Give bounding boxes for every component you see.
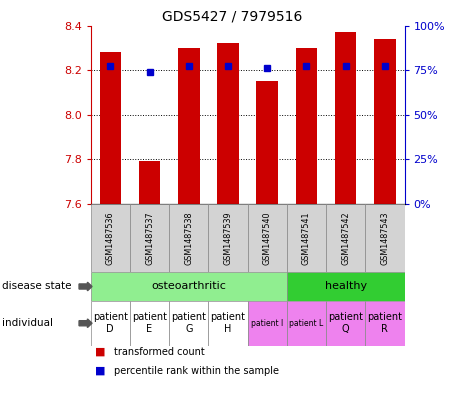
Bar xyxy=(326,301,365,346)
Text: GSM1487542: GSM1487542 xyxy=(341,211,350,265)
Text: GSM1487536: GSM1487536 xyxy=(106,211,115,265)
Text: GSM1487538: GSM1487538 xyxy=(184,211,193,265)
Bar xyxy=(91,272,287,301)
Text: ■: ■ xyxy=(95,347,106,357)
Text: patient
H: patient H xyxy=(211,312,246,334)
Text: healthy: healthy xyxy=(325,281,367,292)
Text: transformed count: transformed count xyxy=(114,347,205,357)
Text: patient
Q: patient Q xyxy=(328,312,363,334)
Bar xyxy=(248,204,287,272)
Text: GDS5427 / 7979516: GDS5427 / 7979516 xyxy=(162,10,303,24)
Text: patient
R: patient R xyxy=(367,312,402,334)
Text: percentile rank within the sample: percentile rank within the sample xyxy=(114,365,279,376)
Text: patient L: patient L xyxy=(289,319,324,328)
Bar xyxy=(287,272,405,301)
Text: GSM1487540: GSM1487540 xyxy=(263,211,272,265)
Bar xyxy=(169,301,208,346)
Text: GSM1487539: GSM1487539 xyxy=(224,211,232,265)
Bar xyxy=(287,301,326,346)
Bar xyxy=(287,204,326,272)
Text: GSM1487541: GSM1487541 xyxy=(302,211,311,265)
Bar xyxy=(335,32,357,204)
Bar xyxy=(178,48,199,204)
Text: disease state: disease state xyxy=(2,281,72,292)
Bar xyxy=(169,204,208,272)
Bar xyxy=(296,48,317,204)
Text: GSM1487537: GSM1487537 xyxy=(145,211,154,265)
Bar xyxy=(374,39,396,204)
Bar xyxy=(248,301,287,346)
Bar xyxy=(365,204,405,272)
Bar xyxy=(208,204,248,272)
Text: GSM1487543: GSM1487543 xyxy=(380,211,389,265)
Bar xyxy=(91,204,130,272)
Bar xyxy=(139,161,160,204)
Bar xyxy=(130,204,169,272)
Bar xyxy=(365,301,405,346)
Bar xyxy=(326,204,365,272)
Bar xyxy=(217,43,239,204)
Bar xyxy=(130,301,169,346)
Bar xyxy=(91,301,130,346)
Bar xyxy=(256,81,278,204)
Text: ■: ■ xyxy=(95,365,106,376)
Bar xyxy=(100,52,121,204)
Text: individual: individual xyxy=(2,318,53,328)
Text: patient I: patient I xyxy=(251,319,283,328)
Text: patient
G: patient G xyxy=(171,312,206,334)
Text: patient
D: patient D xyxy=(93,312,128,334)
Text: osteoarthritic: osteoarthritic xyxy=(151,281,226,292)
Text: patient
E: patient E xyxy=(132,312,167,334)
Bar xyxy=(208,301,248,346)
